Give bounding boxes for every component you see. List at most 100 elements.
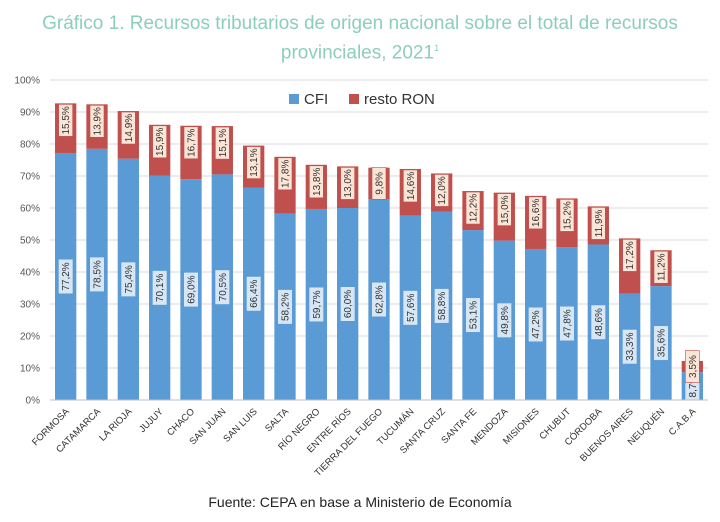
data-label-cfi-bg bbox=[591, 305, 606, 340]
data-label-cfi-group: 70,1% bbox=[152, 270, 167, 305]
data-label-cfi: 58,2% bbox=[281, 293, 292, 321]
legend-swatch-resto-ron bbox=[349, 94, 359, 104]
data-label-resto: 15,5% bbox=[61, 106, 72, 134]
data-label-resto-group: 15,2% bbox=[559, 199, 575, 232]
data-label-cfi-bg bbox=[309, 287, 324, 322]
data-label-cfi: 33,3% bbox=[625, 332, 636, 360]
data-label-cfi: 35,6% bbox=[657, 329, 668, 357]
data-label-cfi-group: 77,2% bbox=[58, 259, 73, 294]
y-tick-label: 40% bbox=[20, 268, 40, 279]
data-label-cfi: 49,8% bbox=[500, 306, 511, 334]
data-label-resto: 13,8% bbox=[312, 168, 323, 196]
y-tick-label: 10% bbox=[20, 364, 40, 375]
data-label-resto-bg bbox=[371, 167, 387, 200]
data-label-resto: 16,6% bbox=[531, 199, 542, 227]
data-label-resto: 15,9% bbox=[155, 128, 166, 156]
x-category-label: JUJUY bbox=[137, 406, 166, 435]
data-label-cfi-group: 60,0% bbox=[340, 287, 355, 321]
data-label-cfi: 8,7% bbox=[688, 375, 699, 398]
data-label-cfi: 59,7% bbox=[312, 290, 323, 318]
data-label-resto-group: 14,6% bbox=[403, 169, 418, 203]
data-label-cfi-group: 70,5% bbox=[215, 270, 230, 305]
data-label-resto-group: 15,9% bbox=[152, 125, 167, 159]
data-label-resto-bg bbox=[121, 111, 136, 145]
data-label-resto-group: 16,6% bbox=[528, 196, 543, 230]
data-label-resto-group: 16,7% bbox=[183, 126, 199, 160]
data-label-cfi-bg bbox=[528, 307, 543, 342]
data-label-resto-bg bbox=[277, 157, 293, 191]
data-label-resto: 15,0% bbox=[500, 195, 511, 223]
data-label-resto-bg bbox=[215, 126, 230, 160]
y-tick-label: 0% bbox=[26, 396, 41, 407]
chart-title-line2-wrap: provinciales, 20211 bbox=[0, 36, 720, 65]
data-label-cfi-bg bbox=[184, 272, 198, 307]
x-category-label: C.A.B.A bbox=[667, 406, 699, 438]
data-label-resto: 9,8% bbox=[375, 172, 386, 195]
data-label-cfi-group: 69,0% bbox=[184, 272, 198, 307]
data-label-cfi-group: 47,2% bbox=[528, 307, 543, 342]
data-label-resto-group: 13,0% bbox=[340, 167, 355, 200]
data-label-cfi-bg bbox=[152, 270, 167, 305]
data-label-resto-group: 15,1% bbox=[215, 126, 230, 160]
data-label-resto: 17,2% bbox=[625, 241, 636, 269]
y-tick-label: 80% bbox=[20, 140, 40, 151]
data-label-cfi: 48,6% bbox=[594, 308, 605, 336]
y-tick-label: 60% bbox=[20, 204, 40, 215]
data-label-resto: 12,2% bbox=[469, 194, 480, 222]
x-category-label: SAN LUIS bbox=[221, 406, 259, 444]
legend-label-cfi: CFI bbox=[304, 91, 328, 108]
data-label-cfi: 77,2% bbox=[61, 262, 72, 290]
data-label-resto-group: 15,0% bbox=[497, 193, 512, 226]
data-label-cfi-bg bbox=[58, 259, 73, 294]
data-label-cfi: 78,5% bbox=[93, 260, 104, 288]
data-label-cfi-group: 78,5% bbox=[90, 257, 104, 292]
data-label-resto-group: 17,8% bbox=[277, 157, 293, 191]
data-label-cfi-bg bbox=[654, 326, 668, 361]
data-label-cfi-group: 47,8% bbox=[560, 306, 574, 341]
data-label-cfi-group: 66,4% bbox=[246, 276, 261, 311]
data-label-cfi-bg bbox=[215, 270, 230, 305]
data-label-resto: 14,6% bbox=[406, 172, 417, 200]
data-label-cfi-bg bbox=[403, 290, 418, 325]
data-label-resto-bg bbox=[58, 104, 73, 137]
y-tick-label: 70% bbox=[20, 172, 40, 183]
data-label-resto-bg bbox=[622, 239, 637, 272]
legend: CFI resto RON bbox=[289, 91, 435, 108]
data-label-resto-group: 9,8% bbox=[371, 167, 387, 200]
data-label-resto-bg bbox=[246, 146, 261, 179]
data-label-resto-bg bbox=[591, 207, 606, 240]
source-footer: Fuente: CEPA en base a Ministerio de Eco… bbox=[208, 494, 512, 510]
data-label-cfi: 62,8% bbox=[375, 285, 386, 313]
data-label-cfi-bg bbox=[121, 262, 136, 297]
data-label-resto-group: 13,9% bbox=[89, 105, 105, 138]
data-label-resto: 3,5% bbox=[688, 355, 699, 378]
data-label-cfi: 75,4% bbox=[124, 265, 135, 293]
data-label-resto: 11,2% bbox=[657, 253, 668, 281]
chart-title: Gráfico 1. Recursos tributarios de orige… bbox=[0, 12, 720, 65]
data-label-resto: 14,9% bbox=[124, 114, 135, 142]
data-label-resto-bg bbox=[559, 199, 575, 232]
data-label-cfi: 69,0% bbox=[187, 275, 198, 303]
data-label-resto: 17,8% bbox=[281, 160, 292, 188]
chart-title-line2: provinciales, 2021 bbox=[280, 42, 435, 64]
data-label-cfi-bg bbox=[90, 257, 104, 292]
data-label-cfi-bg bbox=[372, 282, 386, 317]
data-label-resto: 11,9% bbox=[594, 209, 605, 237]
stacked-bar-chart: 0% 10% 20% 30% 40% 50% 60% 70% 80% 90% 100% 77,2% 15… bbox=[14, 76, 708, 479]
chart-title-line1: Gráfico 1. Recursos tributarios de orige… bbox=[42, 13, 678, 34]
y-tick-label: 30% bbox=[20, 300, 40, 311]
data-label-resto-bg bbox=[152, 125, 167, 159]
data-label-resto-bg bbox=[497, 193, 512, 226]
data-label-resto-bg bbox=[653, 250, 669, 284]
data-label-cfi-group: 58,2% bbox=[278, 289, 292, 324]
data-label-resto-bg bbox=[89, 105, 105, 138]
data-label-cfi: 58,8% bbox=[437, 292, 448, 320]
data-label-cfi-bg bbox=[560, 306, 574, 341]
data-label-resto-bg bbox=[528, 196, 543, 230]
data-label-resto-bg bbox=[183, 126, 199, 160]
data-label-resto-group: 12,2% bbox=[465, 191, 481, 225]
data-label-cfi-group: 62,8% bbox=[372, 282, 386, 317]
y-tick-label: 50% bbox=[20, 236, 40, 247]
data-label-resto-group: 13,1% bbox=[246, 146, 261, 179]
data-label-resto: 13,0% bbox=[343, 169, 354, 197]
